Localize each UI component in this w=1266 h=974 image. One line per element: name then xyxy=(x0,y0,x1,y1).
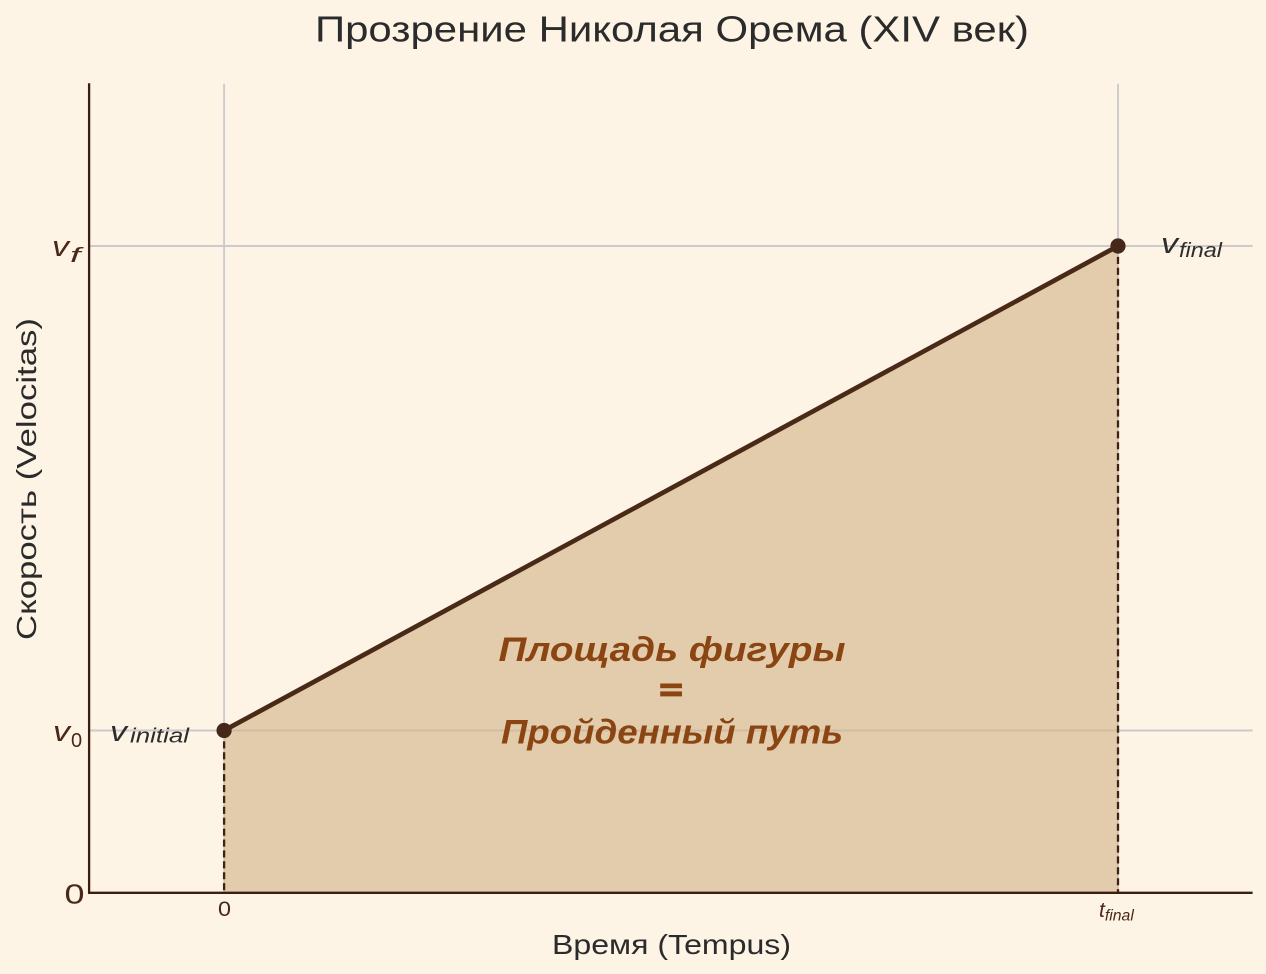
svg-text:vinitial: vinitial xyxy=(110,716,190,748)
svg-text:Прозрение Николая Орема (XIV в: Прозрение Николая Орема (XIV век) xyxy=(315,9,1029,50)
svg-text:0: 0 xyxy=(218,898,231,921)
svg-text:v0: v0 xyxy=(53,716,82,752)
svg-text:vfinal: vfinal xyxy=(1161,228,1223,262)
svg-text:Скорость (Velocitas): Скорость (Velocitas) xyxy=(11,318,42,640)
svg-text:Пройденный путь: Пройденный путь xyxy=(501,714,843,752)
svg-text:0: 0 xyxy=(65,878,85,909)
svg-text:Площадь фигуры: Площадь фигуры xyxy=(499,631,846,669)
svg-text:Время (Tempus): Время (Tempus) xyxy=(552,929,791,960)
